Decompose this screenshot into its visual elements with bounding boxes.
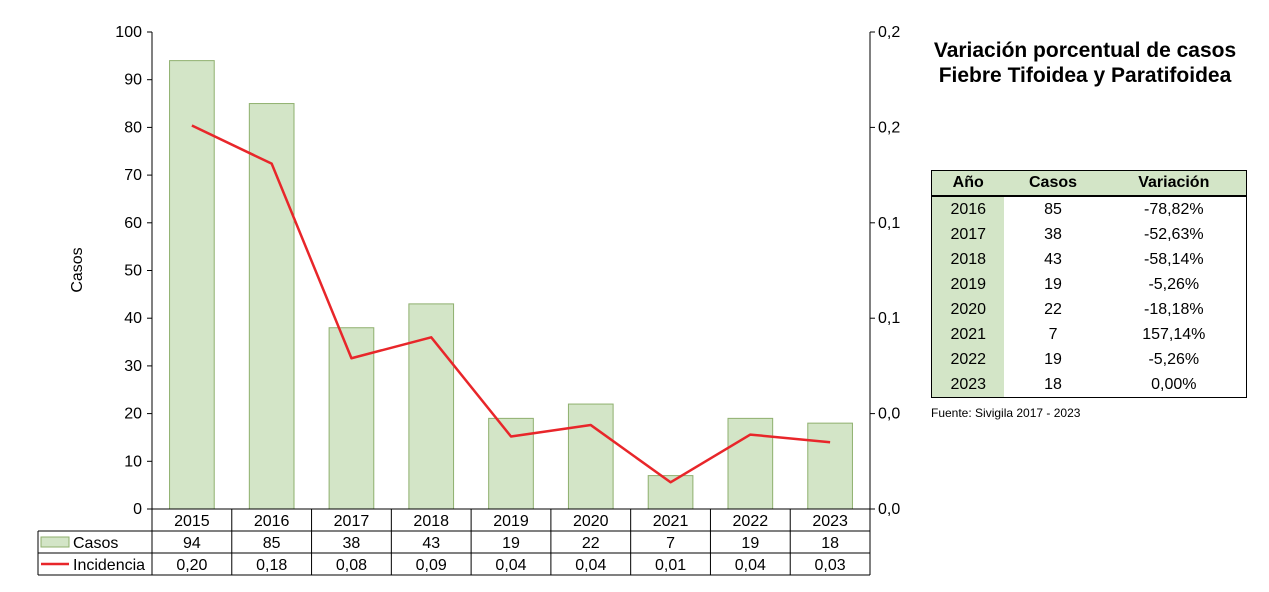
- data-label-casos: 85: [263, 535, 281, 552]
- bar: [807, 422, 853, 510]
- y2-tick-label: 0,10: [878, 310, 900, 327]
- x-tick-label: 2022: [733, 513, 769, 530]
- y-axis-label: Casos: [69, 247, 86, 292]
- bar: [488, 417, 534, 510]
- row-variation: -58,14%: [1143, 250, 1204, 268]
- data-label-incidencia: 0,03: [815, 557, 846, 574]
- row-variation: -78,82%: [1143, 200, 1204, 218]
- row-variation: -18,18%: [1143, 300, 1204, 318]
- legend-swatch-casos: [40, 536, 70, 548]
- bar: [248, 103, 295, 510]
- data-label-casos: 19: [741, 535, 759, 552]
- header-cases: Casos: [1004, 170, 1102, 197]
- data-label-casos: 7: [666, 535, 675, 552]
- data-label-casos: 38: [343, 535, 361, 552]
- y-tick-label: 30: [124, 358, 142, 375]
- data-label-casos: 18: [821, 535, 839, 552]
- table-row: 2021 7 157,14%: [931, 322, 1247, 347]
- row-cases: 43: [1044, 250, 1062, 268]
- data-label-incidencia: 0,08: [336, 557, 367, 574]
- data-label-incidencia: 0,01: [655, 557, 686, 574]
- legend-label-incidencia: Incidencia: [73, 557, 145, 574]
- header-year: Año: [931, 170, 1005, 197]
- row-cases: 19: [1044, 275, 1062, 293]
- y-tick-label: 60: [124, 215, 142, 232]
- table-row: 2022 19 -5,26%: [931, 347, 1247, 372]
- y2-tick-label: 0,05: [878, 406, 900, 423]
- header-variation: Variación: [1101, 170, 1247, 197]
- data-label-incidencia: 0,18: [256, 557, 287, 574]
- row-cases: 85: [1044, 200, 1062, 218]
- bar: [727, 417, 774, 510]
- data-label-incidencia: 0,04: [575, 557, 606, 574]
- x-tick-label: 2016: [254, 513, 290, 530]
- incidencia-line: [191, 124, 831, 484]
- variation-table: Año Casos Variación 2016 85 -78,82% 2017 38 -…: [931, 170, 1247, 398]
- x-tick-label: 2019: [493, 513, 529, 530]
- row-variation: -52,63%: [1143, 225, 1204, 243]
- row-year: 2016: [931, 196, 1005, 222]
- y-tick-label: 10: [124, 453, 142, 470]
- row-year: 2022: [931, 347, 1005, 372]
- table-row: 2017 38 -52,63%: [931, 222, 1247, 247]
- row-cases: 18: [1044, 375, 1062, 393]
- table-row: 2020 22 -18,18%: [931, 297, 1247, 322]
- data-label-incidencia: 0,04: [495, 557, 526, 574]
- x-tick-label: 2020: [573, 513, 609, 530]
- row-year: 2019: [931, 272, 1005, 297]
- y2-tick-label: 0,15: [878, 215, 900, 232]
- y-tick-label: 0: [133, 501, 142, 518]
- row-variation: 0,00%: [1151, 375, 1197, 393]
- data-label-casos: 22: [582, 535, 600, 552]
- data-label-casos: 43: [422, 535, 440, 552]
- data-label-casos: 19: [502, 535, 520, 552]
- x-tick-label: 2017: [334, 513, 370, 530]
- table-row: 2016 85 -78,82%: [931, 196, 1247, 222]
- y2-tick-label: 0,20: [878, 119, 900, 136]
- bar: [408, 303, 455, 510]
- row-cases: 38: [1044, 225, 1062, 243]
- row-year: 2021: [931, 322, 1005, 347]
- row-year: 2023: [931, 372, 1005, 398]
- row-variation: -5,26%: [1148, 350, 1200, 368]
- row-cases: 22: [1044, 300, 1062, 318]
- combo-chart: 0 10 20 30 40 50 60 70 80 90 100 0,00 0,05 0,10 0,15 0,…: [37, 24, 900, 576]
- variation-table-header: Año Casos Variación: [931, 170, 1247, 197]
- bar: [647, 475, 694, 510]
- data-label-incidencia: 0,20: [176, 557, 207, 574]
- y-tick-label: 70: [124, 167, 142, 184]
- data-label-casos: 94: [183, 535, 201, 552]
- data-label-incidencia: 0,09: [416, 557, 447, 574]
- y2-tick-label: 0,00: [878, 501, 900, 518]
- source-note: Fuente: Sivigila 2017 - 2023: [931, 406, 1081, 420]
- y-tick-label: 90: [124, 72, 142, 89]
- x-tick-label: 2021: [653, 513, 689, 530]
- row-year: 2018: [931, 247, 1005, 272]
- row-cases: 7: [1048, 325, 1058, 343]
- y-tick-label: 80: [124, 119, 142, 136]
- side-title: Variación porcentual de casos Fiebre Tif…: [933, 39, 1237, 87]
- data-label-incidencia: 0,04: [735, 557, 766, 574]
- table-row: 2023 18 0,00%: [931, 372, 1247, 398]
- x-tick-label: 2018: [413, 513, 449, 530]
- y-tick-label: 50: [124, 263, 142, 280]
- y-tick-label: 20: [124, 406, 142, 423]
- row-variation: 157,14%: [1142, 325, 1206, 343]
- legend-label-casos: Casos: [73, 535, 118, 552]
- y2-tick-label: 0,25: [878, 24, 900, 41]
- row-cases: 19: [1044, 350, 1062, 368]
- table-row: 2018 43 -58,14%: [931, 247, 1247, 272]
- bar: [169, 60, 215, 510]
- y-tick-label: 100: [115, 24, 142, 41]
- row-year: 2017: [931, 222, 1005, 247]
- x-tick-label: 2015: [174, 513, 210, 530]
- bar: [567, 403, 614, 510]
- row-year: 2020: [931, 297, 1005, 322]
- x-tick-label: 2023: [812, 513, 848, 530]
- row-variation: -5,26%: [1148, 275, 1200, 293]
- table-row: 2019 19 -5,26%: [931, 272, 1247, 297]
- y-tick-label: 40: [124, 310, 142, 327]
